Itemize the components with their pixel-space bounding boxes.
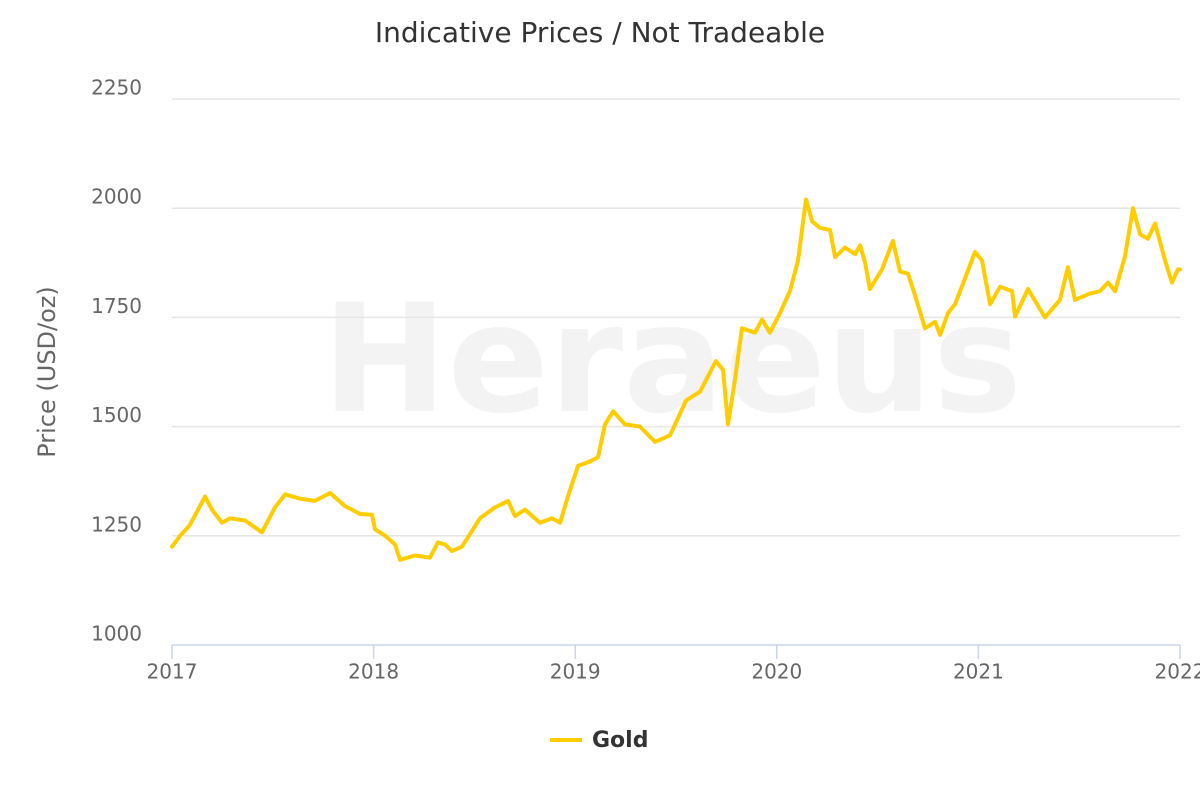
x-tick-label: 2020: [751, 660, 802, 684]
line-series: [170, 197, 1182, 562]
watermark: Heraeus: [322, 273, 1022, 447]
y-tick-label: 1000: [91, 622, 142, 646]
y-tick-label: 1500: [91, 403, 142, 427]
y-tick-label: 1250: [91, 512, 142, 536]
chart-title: Indicative Prices / Not Tradeable: [375, 16, 825, 49]
y-tick-label: 2250: [91, 76, 142, 100]
legend-label: Gold: [592, 728, 648, 753]
y-axis-label: Price (USD/oz): [33, 286, 61, 458]
x-tick-label: 2022: [1155, 660, 1200, 684]
y-tick-label: 1750: [91, 294, 142, 318]
y-tick-label: 2000: [91, 185, 142, 209]
x-tick-label: 2018: [348, 660, 399, 684]
x-tick-label: 2017: [147, 660, 198, 684]
x-tick-label: 2019: [550, 660, 601, 684]
x-tick-label: 2021: [953, 660, 1004, 684]
